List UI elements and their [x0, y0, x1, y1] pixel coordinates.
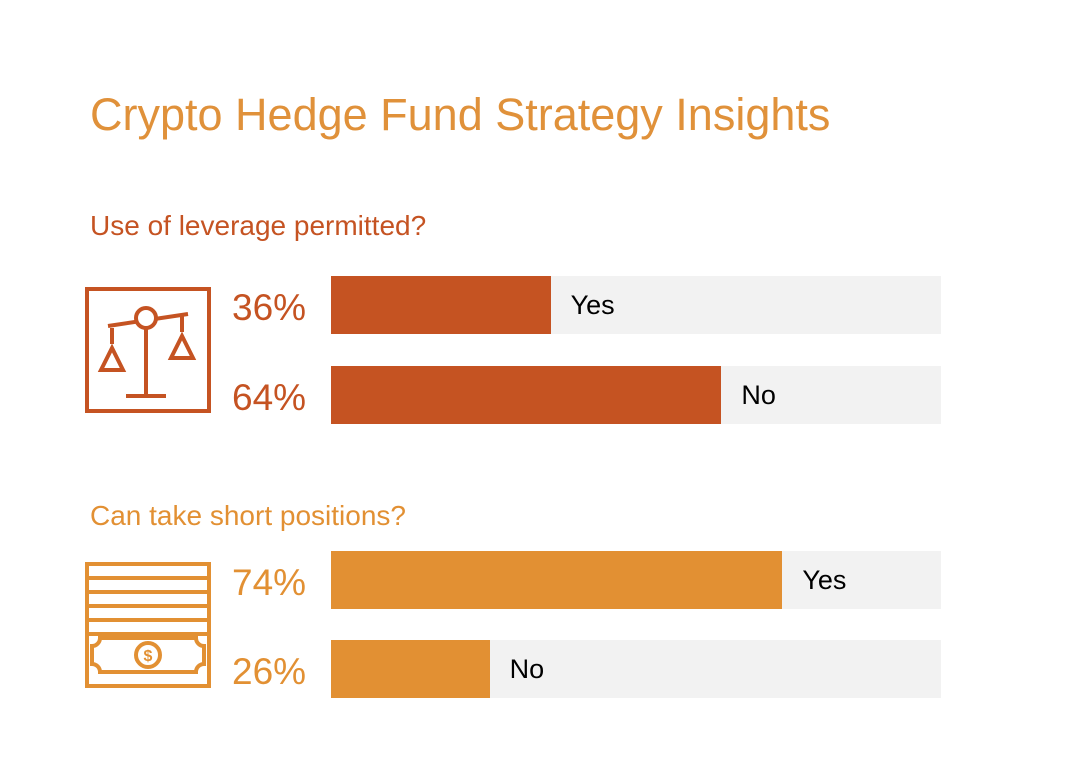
leverage-yes-label: Yes — [570, 290, 615, 320]
short-yes-label: Yes — [802, 565, 847, 595]
short-no-percent: 26% — [232, 651, 307, 692]
leverage-no-bar-track: No — [331, 366, 941, 424]
short-question-title: Can take short positions? — [90, 500, 406, 531]
short-yes-bar-track: Yes — [331, 551, 941, 609]
short-no-bar — [331, 640, 490, 698]
leverage-question-title: Use of leverage permitted? — [90, 210, 427, 241]
short-yes-percent: 74% — [232, 562, 307, 603]
page-title: Crypto Hedge Fund Strategy Insights — [90, 89, 831, 140]
short-yes-bar — [331, 551, 783, 609]
leverage-no-bar — [331, 366, 722, 424]
balance-scale-icon — [85, 287, 211, 413]
leverage-yes-bar-track: Yes — [331, 276, 941, 334]
short-no-label: No — [509, 654, 545, 684]
cash-stack-icon: $ — [85, 562, 211, 688]
svg-text:$: $ — [144, 648, 153, 665]
leverage-no-label: No — [741, 380, 776, 410]
leverage-no-percent: 64% — [232, 377, 307, 418]
short-no-bar-track: No — [331, 640, 941, 698]
leverage-yes-percent: 36% — [232, 287, 307, 328]
leverage-yes-bar — [331, 276, 551, 334]
